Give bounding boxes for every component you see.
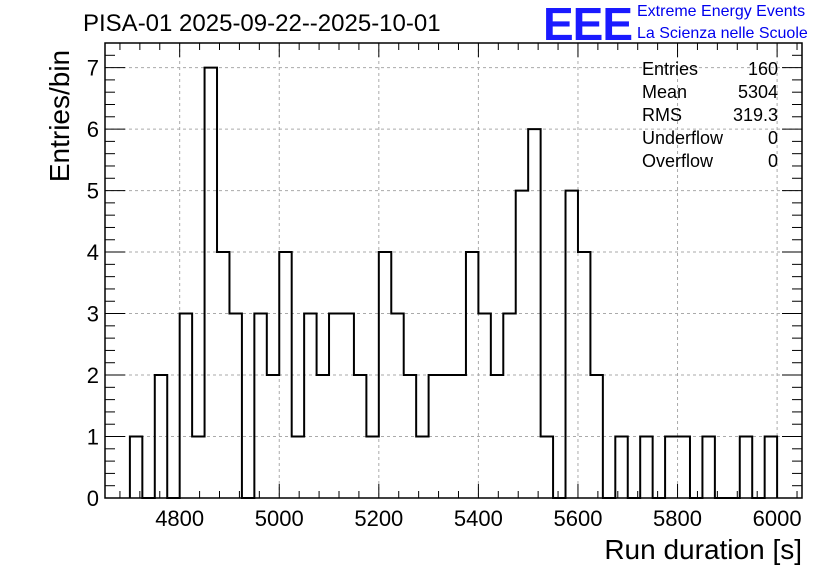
histogram-bin <box>254 314 266 498</box>
stat-underflow: Underflow 0 <box>642 127 778 150</box>
histogram-bin <box>416 437 428 498</box>
x-axis-label: Run duration [s] <box>604 534 802 565</box>
histogram-bin <box>478 314 490 498</box>
stat-value: 5304 <box>737 82 778 102</box>
histogram-bin <box>640 437 652 498</box>
histogram-bin <box>130 437 142 498</box>
stat-label: Underflow <box>642 128 724 148</box>
histogram-bin <box>665 437 677 498</box>
histogram-bin <box>267 375 279 498</box>
stats-box: Entries 160 Mean 5304 RMS 319.3 Underflo… <box>642 58 778 173</box>
stat-value: 0 <box>767 151 778 171</box>
histogram-bin <box>155 375 167 498</box>
histogram-bin <box>304 314 316 498</box>
histogram-bin <box>615 437 627 498</box>
histogram-bin <box>441 375 453 498</box>
stat-overflow: Overflow 0 <box>642 150 778 173</box>
histogram-bin <box>578 252 590 498</box>
histogram-bin <box>329 314 341 498</box>
y-tick-label: 4 <box>87 240 99 265</box>
histogram-bins <box>128 66 779 499</box>
histogram-bin <box>404 375 416 498</box>
histogram-bin <box>354 375 366 498</box>
y-tick-label: 5 <box>87 179 99 204</box>
x-tick-label: 4800 <box>155 506 204 531</box>
x-tick-label: 5000 <box>255 506 304 531</box>
histogram-bin <box>391 314 403 498</box>
histogram-bin <box>454 375 466 498</box>
histogram-bin <box>429 375 441 498</box>
org-name-line2: La Scienza nelle Scuole <box>637 25 808 42</box>
x-tick-label: 5400 <box>454 506 503 531</box>
y-tick-label: 1 <box>87 425 99 450</box>
histogram-bin <box>702 437 714 498</box>
histogram-bin <box>279 252 291 498</box>
histogram-bin <box>516 191 528 498</box>
histogram-bin <box>590 375 602 498</box>
histogram-bin <box>491 375 503 498</box>
y-tick-label: 7 <box>87 56 99 81</box>
chart-title: PISA-01 2025-09-22--2025-10-01 <box>83 10 441 37</box>
histogram-bin <box>366 437 378 498</box>
stat-rms: RMS 319.3 <box>642 104 778 127</box>
eee-logo: EEE <box>543 0 633 50</box>
y-axis-label: Entries/bin <box>44 49 75 183</box>
histogram-bin <box>292 437 304 498</box>
tick-labels: 4800 5000 5200 5400 5600 5800 6000 0 1 2 3 4 5 6 7 <box>87 56 802 531</box>
x-tick-label: 6000 <box>753 506 802 531</box>
histogram-bin <box>466 252 478 498</box>
histogram-bin <box>765 437 777 498</box>
stat-value: 160 <box>747 59 778 79</box>
x-tick-label: 5800 <box>653 506 702 531</box>
org-name-line1: Extreme Energy Events <box>637 3 806 20</box>
histogram-bin <box>180 314 192 498</box>
y-tick-label: 0 <box>87 486 99 511</box>
x-tick-label: 5200 <box>354 506 403 531</box>
histogram-bin <box>341 314 353 498</box>
histogram-bin <box>317 375 329 498</box>
histogram-bin <box>379 252 391 498</box>
histogram-bin <box>229 314 241 498</box>
y-tick-label: 6 <box>87 117 99 142</box>
histogram-bin <box>541 437 553 498</box>
x-tick-label: 5600 <box>553 506 602 531</box>
stat-entries: Entries 160 <box>642 58 778 81</box>
plot-frame <box>104 42 803 499</box>
histogram-bin <box>192 437 204 498</box>
histogram-bin <box>740 437 752 498</box>
histogram-bin <box>528 129 540 498</box>
histogram-bin <box>217 252 229 498</box>
stat-label: Overflow <box>642 151 714 171</box>
y-tick-label: 2 <box>87 363 99 388</box>
histogram-bin <box>678 437 690 498</box>
axis-ticks <box>105 43 802 499</box>
stat-label: Entries <box>642 59 699 79</box>
stat-label: RMS <box>642 105 682 125</box>
histogram-bin <box>503 314 515 498</box>
stat-value: 319.3 <box>732 105 778 125</box>
histogram-outline <box>128 66 779 499</box>
stat-label: Mean <box>642 82 688 102</box>
stat-value: 0 <box>767 128 778 148</box>
stat-mean: Mean 5304 <box>642 81 778 104</box>
y-tick-label: 3 <box>87 302 99 327</box>
histogram-bin <box>566 191 578 498</box>
histogram-bin <box>205 68 217 498</box>
